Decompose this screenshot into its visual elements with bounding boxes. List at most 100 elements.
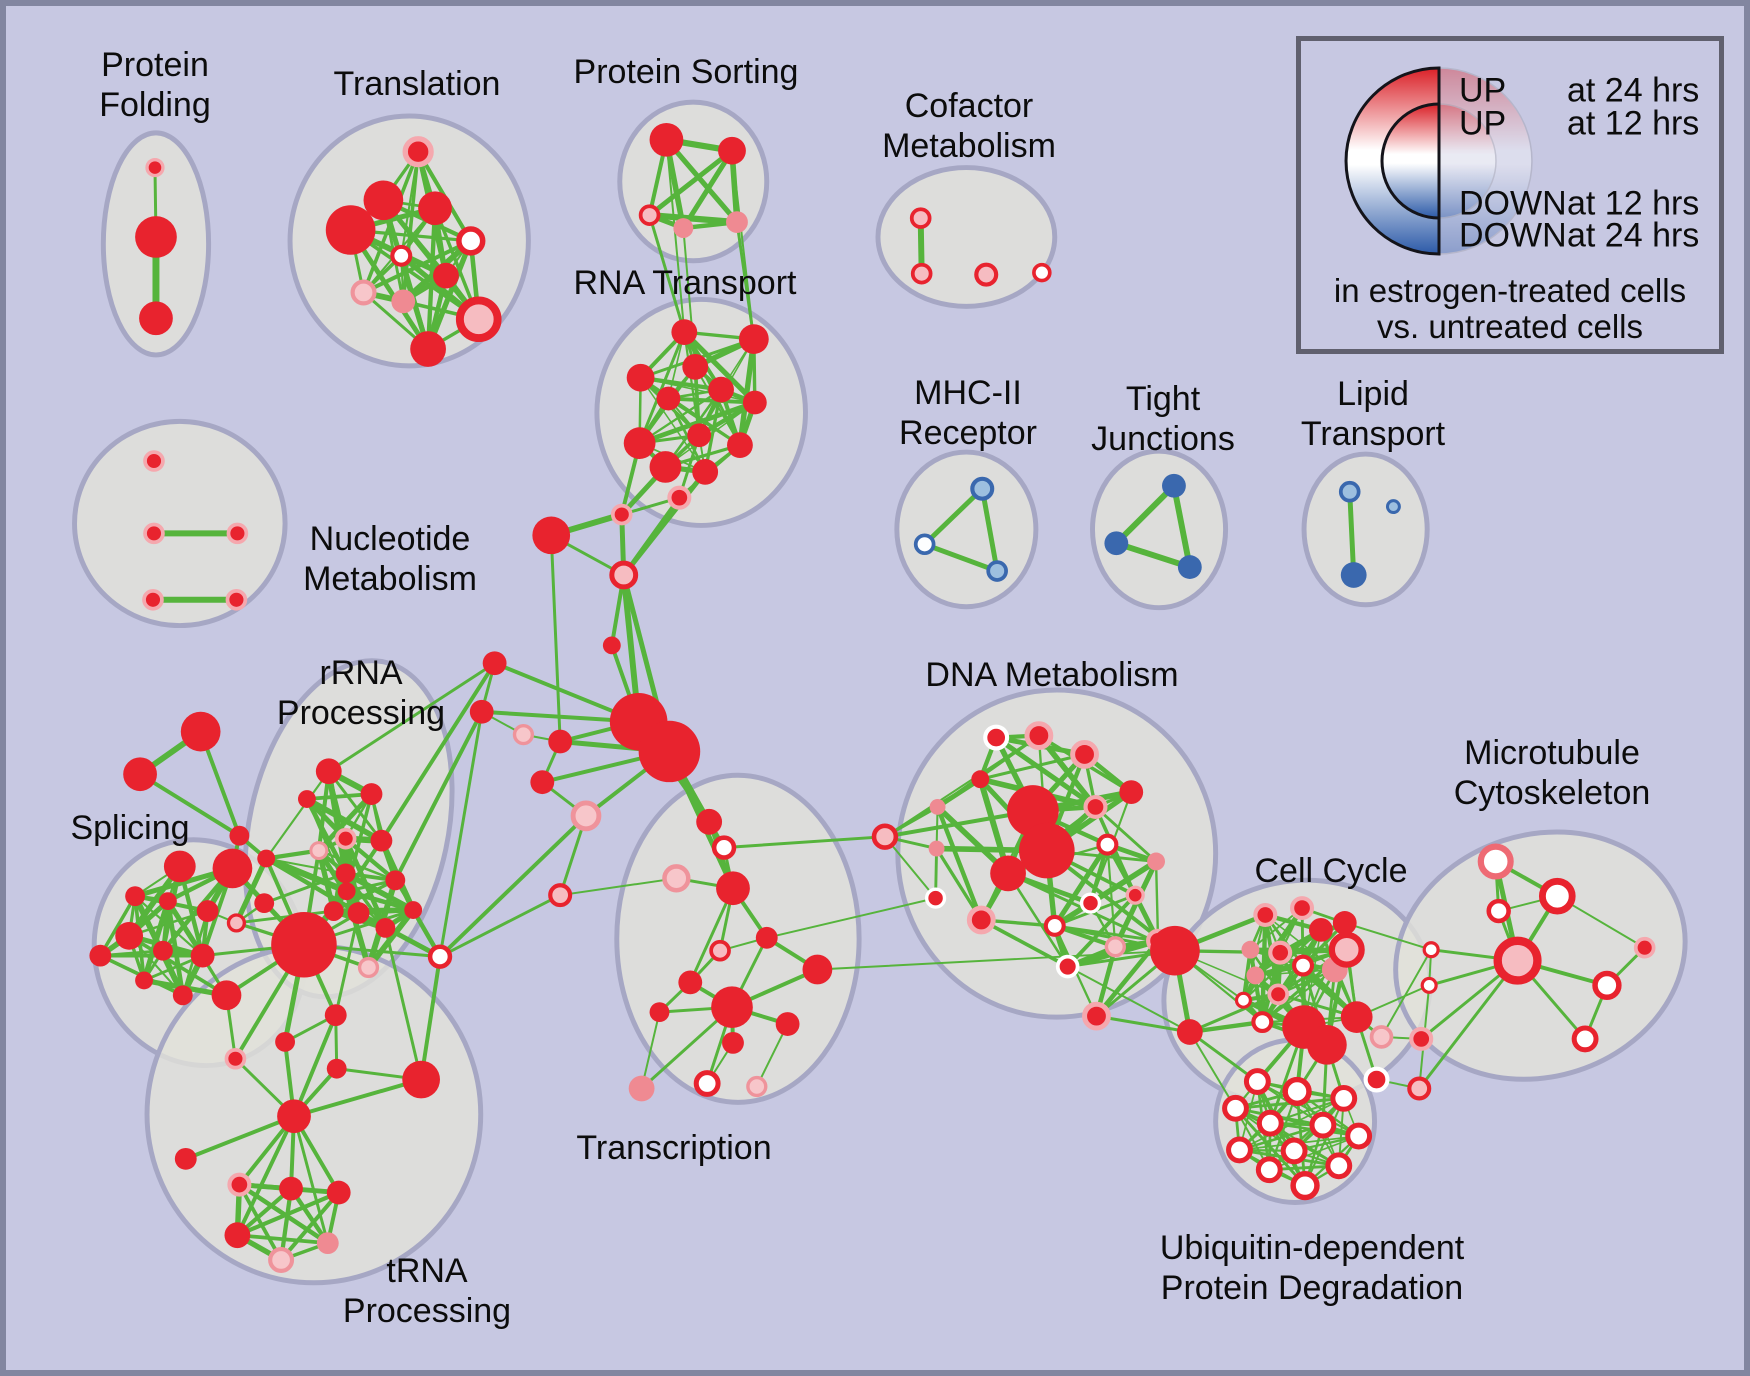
edge (1065, 893, 1138, 969)
node-rt2 (738, 324, 769, 354)
legend-time-up-12: at 12 hrs (1567, 104, 1700, 143)
node-x6 (755, 926, 778, 949)
node-ub8 (1226, 1136, 1253, 1164)
node-t8 (350, 279, 377, 306)
node-dm20 (1055, 954, 1080, 979)
node-cm3 (974, 262, 999, 287)
node-rr13 (226, 913, 247, 933)
node-dm12 (1096, 833, 1119, 856)
node-sp1 (163, 850, 196, 883)
node-rt3 (682, 353, 709, 380)
node-rr8 (385, 870, 406, 891)
node-sp7 (152, 940, 173, 961)
edge (279, 1190, 341, 1262)
node-rt6 (656, 386, 681, 411)
node-rb1 (275, 1031, 296, 1052)
node-mt1 (1477, 843, 1514, 880)
node-cm4 (1032, 262, 1052, 283)
node-dm4 (971, 770, 990, 789)
edge (978, 752, 1087, 781)
edge (1051, 858, 1159, 929)
edge (98, 894, 137, 958)
node-x4 (716, 871, 750, 906)
edge (1113, 482, 1177, 547)
node-sp3 (125, 886, 146, 907)
node-dm3 (1070, 740, 1099, 769)
node-dm5 (929, 799, 946, 815)
edge (647, 148, 735, 218)
node-cc2 (1253, 903, 1278, 927)
edge (640, 1011, 661, 1090)
node-x13 (628, 1075, 655, 1102)
node-tr1 (174, 1147, 197, 1170)
node-ub7 (1345, 1122, 1373, 1150)
edge (1238, 1123, 1325, 1152)
node-ub11 (1255, 1156, 1283, 1184)
node-rt10 (727, 432, 753, 459)
nodes-layer (89, 122, 1656, 1273)
node-rb2 (324, 1004, 347, 1027)
node-sp6 (115, 921, 144, 950)
node-n1 (143, 450, 165, 472)
edge (646, 212, 741, 226)
node-l1 (1338, 480, 1361, 503)
node-n2 (143, 522, 165, 545)
node-s3 (229, 825, 250, 846)
node-dm17 (1104, 936, 1126, 958)
node-m3 (986, 560, 1008, 582)
node-pf1 (145, 157, 165, 178)
node-c6 (482, 651, 507, 676)
edge (722, 835, 887, 850)
node-cc4 (1309, 917, 1333, 942)
legend-dir-down-12: DOWN (1459, 184, 1567, 223)
edge (317, 849, 397, 882)
node-rr18 (337, 882, 356, 901)
node-x8 (802, 954, 833, 985)
edge (979, 486, 1000, 574)
node-ps4 (673, 218, 694, 238)
node-ub2 (1282, 1076, 1312, 1107)
node-rt12 (692, 459, 719, 485)
legend-time-up-24: at 24 hrs (1567, 71, 1700, 110)
node-cc13 (1251, 1011, 1274, 1034)
node-c10 (530, 770, 555, 795)
node-dm9 (1083, 794, 1108, 819)
node-tr8 (326, 1058, 347, 1079)
node-n3 (226, 522, 249, 545)
edge (235, 1190, 341, 1238)
node-pf2 (135, 216, 177, 258)
node-sp11 (211, 980, 242, 1011)
edge (342, 870, 417, 913)
node-rr5 (309, 841, 329, 861)
node-rt1 (671, 319, 698, 346)
cluster-ellipse-transcription (614, 772, 862, 1105)
node-cc11 (1267, 983, 1290, 1006)
node-c12 (548, 883, 573, 908)
node-ps3 (638, 204, 661, 226)
edge (1094, 1014, 1192, 1034)
legend-inner-left-half (1380, 102, 1441, 220)
node-mt2 (1538, 877, 1576, 915)
node-ub3 (1330, 1084, 1358, 1112)
node-mt7 (1592, 970, 1622, 1001)
node-rr19 (357, 956, 380, 979)
node-m2 (913, 533, 936, 556)
node-x3 (662, 864, 691, 893)
node-t4 (325, 205, 376, 255)
node-rt5 (708, 376, 734, 403)
node-ub10 (1325, 1152, 1353, 1180)
edge (331, 907, 416, 914)
edge (703, 387, 723, 474)
node-rr2 (360, 783, 383, 805)
node-sp9 (135, 971, 153, 990)
node-tr7 (268, 1246, 295, 1273)
edge (265, 770, 330, 860)
node-l2 (1340, 562, 1367, 588)
node-mt9 (1633, 936, 1656, 959)
node-c2 (610, 503, 633, 526)
node-t9 (391, 289, 416, 314)
edge (1188, 1030, 1237, 1110)
node-cc21 (1407, 1076, 1432, 1101)
node-tj1 (1162, 473, 1186, 498)
node-cc16 (1340, 1001, 1373, 1033)
